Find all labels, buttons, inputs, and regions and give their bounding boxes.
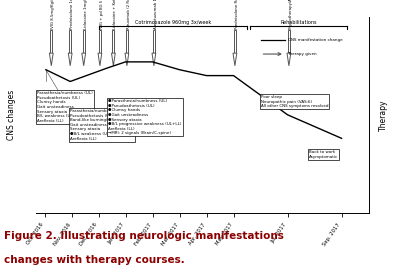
Text: Figure 2. Illustrating neurologic manifestations: Figure 2. Illustrating neurologic manife… <box>4 231 284 241</box>
Text: changes with therapy courses.: changes with therapy courses. <box>4 255 185 265</box>
FancyBboxPatch shape <box>50 29 52 53</box>
Polygon shape <box>68 53 72 66</box>
Text: Lidocaine + Ketamine 30-50 uG: Lidocaine + Ketamine 30-50 uG <box>113 0 117 29</box>
Text: Cotrimoxazole 960mg 3x/week: Cotrimoxazole 960mg 3x/week <box>135 20 211 25</box>
Text: ●Parasthesia/numbness (UL)
●Pseudoathetosis (UL)
●Clumsy hands
●Gait unsteadines: ●Parasthesia/numbness (UL) ●Pseudoatheto… <box>108 99 181 135</box>
Text: IVIG 8.5mg/Kg/day 5 d/w: IVIG 8.5mg/Kg/day 5 d/w <box>51 0 55 29</box>
Text: Therapy given: Therapy given <box>288 52 317 56</box>
Text: Prednisolone Rx. prox: Prednisolone Rx. prox <box>235 0 239 29</box>
FancyBboxPatch shape <box>112 29 115 53</box>
Text: Back to work
Asymptomatic: Back to work Asymptomatic <box>309 150 339 159</box>
Polygon shape <box>233 53 237 66</box>
Text: Prednisolone 1mg/Kg/day: Prednisolone 1mg/Kg/day <box>70 0 74 29</box>
Text: Physiotherapy/Acupuncture: Physiotherapy/Acupuncture <box>289 0 293 29</box>
Text: Therapy: Therapy <box>379 99 388 130</box>
Polygon shape <box>82 53 85 66</box>
Text: Lidocaine 1mg/Kg/day 5 d/w: Lidocaine 1mg/Kg/day 5 d/w <box>84 0 88 29</box>
FancyBboxPatch shape <box>234 29 236 53</box>
FancyBboxPatch shape <box>153 29 155 53</box>
Text: Rituximab (2 Rx): Rituximab (2 Rx) <box>127 0 131 29</box>
Text: IVIG + pd BG 5 ZA2: IVIG + pd BG 5 ZA2 <box>100 0 104 29</box>
Text: Poor sleep
Neuropathic pain (VAS:6)
All other CNS symptoms resolved: Poor sleep Neuropathic pain (VAS:6) All … <box>260 95 328 108</box>
Text: Alemtuzumab 1x/Rx neurotoxin: Alemtuzumab 1x/Rx neurotoxin <box>154 0 158 29</box>
Text: CNS changes: CNS changes <box>7 90 16 140</box>
Text: Rehabilitations: Rehabilitations <box>280 20 317 25</box>
FancyBboxPatch shape <box>288 29 290 53</box>
Text: CNS manifestation change: CNS manifestation change <box>288 38 342 42</box>
FancyBboxPatch shape <box>99 29 101 53</box>
Polygon shape <box>98 53 102 66</box>
Polygon shape <box>152 53 156 66</box>
FancyBboxPatch shape <box>69 29 71 53</box>
Text: Parasthesia/numbness (UL)
Pseudoathetosis (UL)
Clumsy hands
Gait unsteadiness
Se: Parasthesia/numbness (UL) Pseudoathetosi… <box>37 91 93 123</box>
Polygon shape <box>287 53 291 66</box>
Polygon shape <box>49 53 53 66</box>
Polygon shape <box>111 53 115 66</box>
FancyBboxPatch shape <box>126 29 128 53</box>
Text: Parasthesia/numbness (UL)
Pseudoathetosis (UL)
Band-like burning/tingling-ness
G: Parasthesia/numbness (UL) Pseudoathetosi… <box>70 109 134 141</box>
FancyBboxPatch shape <box>83 29 85 53</box>
Polygon shape <box>125 53 129 66</box>
